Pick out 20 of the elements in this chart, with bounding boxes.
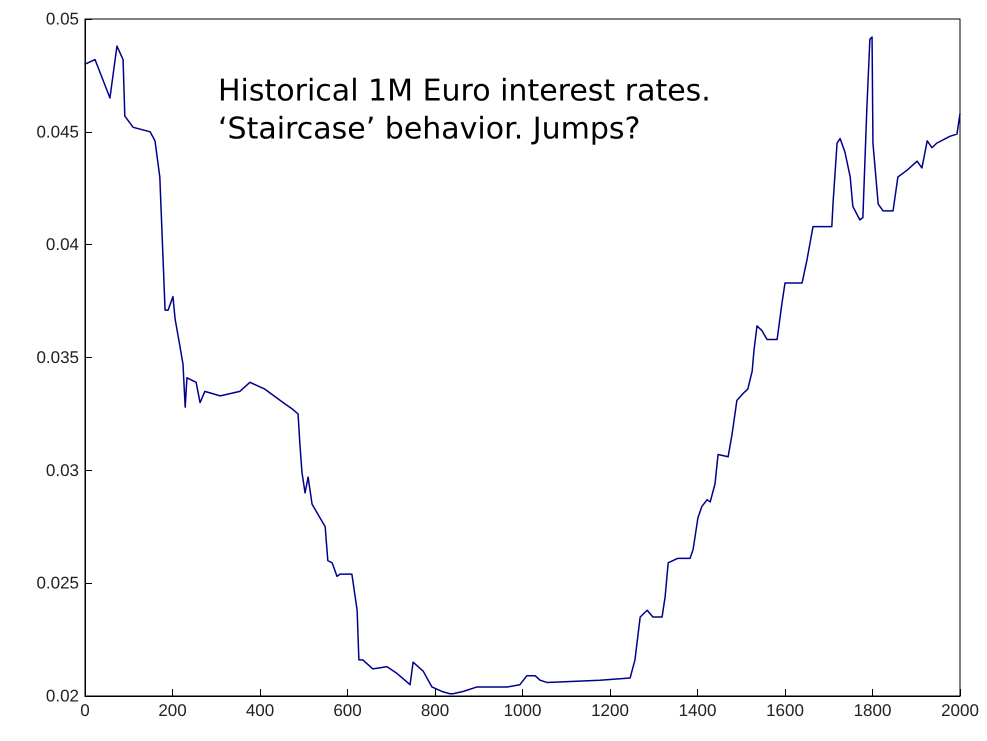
y-tick-label: 0.02 bbox=[46, 686, 79, 706]
y-tick-label: 0.05 bbox=[46, 10, 79, 28]
x-tick-label: 1000 bbox=[504, 701, 542, 720]
y-tick-label: 0.03 bbox=[46, 460, 79, 480]
x-tick-label: 200 bbox=[158, 701, 187, 720]
y-tick-label: 0.04 bbox=[46, 235, 79, 254]
x-tick-label: 400 bbox=[246, 701, 274, 720]
y-tick-label: 0.045 bbox=[36, 122, 79, 142]
x-tick-label: 800 bbox=[420, 701, 450, 720]
x-tick-label: 1600 bbox=[766, 701, 804, 720]
x-tick-label: 1200 bbox=[591, 701, 629, 720]
x-tick-label: 2000 bbox=[941, 701, 979, 720]
y-tick-label: 0.025 bbox=[36, 574, 79, 593]
x-tick-label: 0 bbox=[80, 701, 90, 720]
x-tick-label: 1800 bbox=[854, 701, 892, 720]
x-tick-label: 1400 bbox=[678, 701, 716, 720]
y-tick-label: 0.035 bbox=[36, 348, 79, 367]
line-series bbox=[84, 36, 961, 694]
annotation: Historical 1M Euro interest rates. ‘Staircase’ behavior. Jumps? bbox=[218, 74, 720, 146]
x-tick-label: 600 bbox=[333, 701, 362, 720]
